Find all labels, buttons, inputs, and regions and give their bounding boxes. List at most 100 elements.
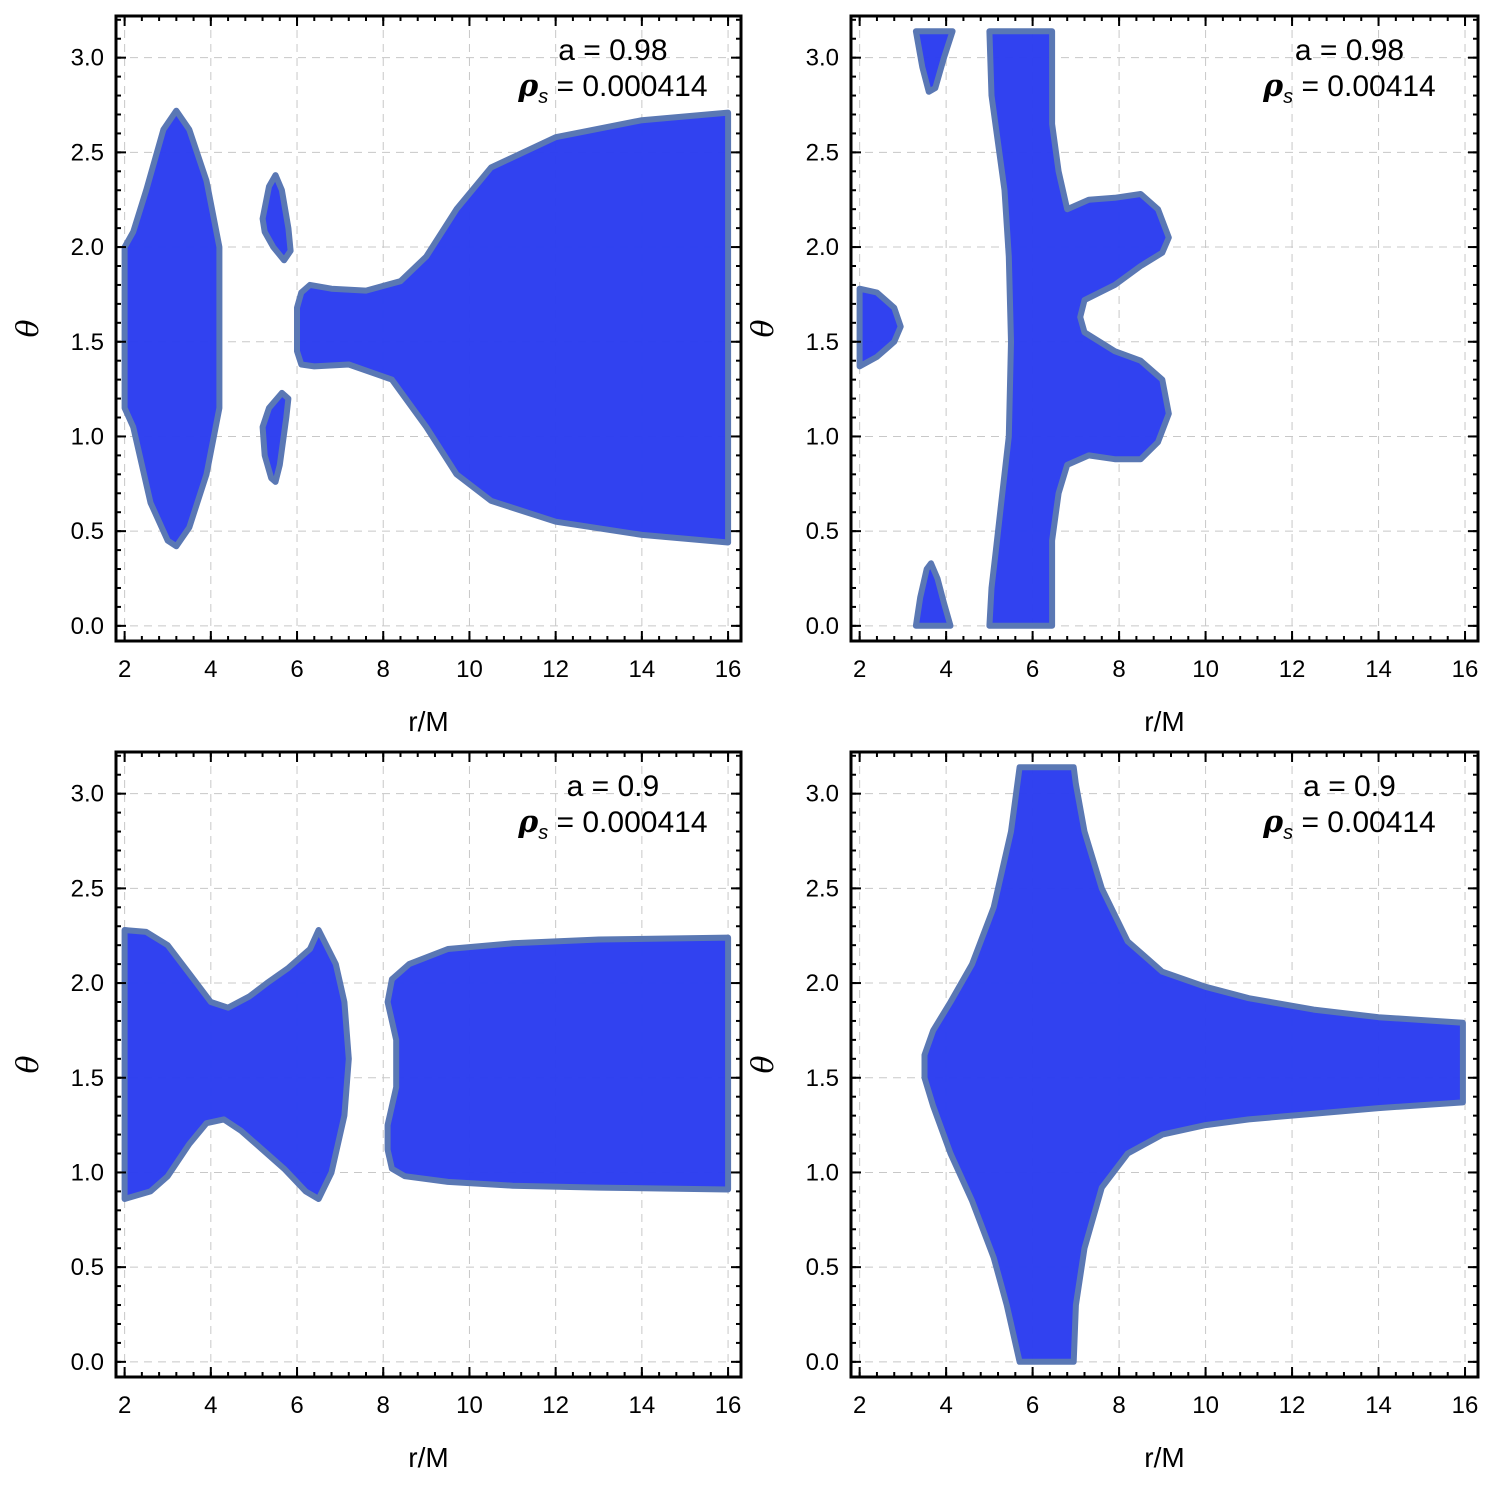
x-tick-label: 4 bbox=[204, 656, 217, 683]
panel-3: 2 4 6 8 10 12 14 16 0.0 0.5 1.0 1.5 2.0 2.5 3.0 r/M θ a =… bbox=[11, 750, 743, 1473]
y-tick-label: 0.0 bbox=[71, 613, 104, 640]
x-tick-label: 10 bbox=[456, 1392, 483, 1419]
y-tick-label: 2.5 bbox=[71, 139, 104, 166]
y-tick-label: 3.0 bbox=[71, 45, 104, 72]
x-axis-label: r/M bbox=[1144, 706, 1184, 737]
annotation-a: a = 0.9 bbox=[567, 770, 660, 803]
x-tick-label: 10 bbox=[1192, 1392, 1219, 1419]
rho-subscript: s bbox=[1283, 86, 1293, 108]
plot-frame bbox=[849, 14, 1480, 643]
y-tick-label: 1.5 bbox=[806, 1065, 839, 1092]
x-tick-label: 8 bbox=[377, 656, 390, 683]
x-tick-label: 16 bbox=[1452, 1392, 1479, 1419]
x-tick-label: 8 bbox=[1112, 1392, 1125, 1419]
x-tick-label: 6 bbox=[1026, 656, 1039, 683]
x-tick-label: 14 bbox=[629, 656, 656, 683]
x-tick-label: 4 bbox=[204, 1392, 217, 1419]
y-tick-label: 1.5 bbox=[71, 1065, 104, 1092]
panel-2: 2 4 6 8 10 12 14 16 0.0 0.5 1.0 1.5 2.0 2.5 3.0 r/M θ a =… bbox=[746, 14, 1480, 737]
y-tick-label: 1.0 bbox=[71, 1159, 104, 1186]
contour-region bbox=[121, 927, 352, 1202]
rho-symbol: ρ bbox=[517, 69, 539, 104]
x-axis-label: r/M bbox=[408, 706, 448, 737]
y-tick-label: 0.5 bbox=[71, 1254, 104, 1281]
contour-region bbox=[921, 764, 1466, 1365]
plot-frame bbox=[849, 750, 1480, 1379]
y-tick-label: 3.0 bbox=[806, 45, 839, 72]
x-tick-label: 2 bbox=[853, 1392, 866, 1419]
y-tick-label: 3.0 bbox=[71, 781, 104, 808]
annotation-rho: ρs = 0.00414 bbox=[1262, 69, 1436, 108]
contour-region bbox=[259, 389, 292, 485]
y-tick-label: 1.0 bbox=[71, 423, 104, 450]
x-tick-label: 12 bbox=[542, 1392, 569, 1419]
y-axis-label: θ bbox=[11, 319, 46, 337]
x-tick-label: 4 bbox=[939, 1392, 952, 1419]
rho-symbol: ρ bbox=[517, 805, 539, 840]
contour-region bbox=[384, 934, 732, 1193]
x-tick-label: 14 bbox=[1365, 656, 1392, 683]
y-tick-label: 0.5 bbox=[71, 518, 104, 545]
x-tick-label: 10 bbox=[456, 656, 483, 683]
x-tick-label: 10 bbox=[1192, 656, 1219, 683]
rho-value: = 0.00414 bbox=[1293, 806, 1436, 839]
y-tick-label: 1.0 bbox=[806, 1159, 839, 1186]
x-tick-label: 8 bbox=[1112, 656, 1125, 683]
y-tick-label: 0.0 bbox=[806, 1349, 839, 1376]
y-axis-label: θ bbox=[746, 319, 781, 337]
rho-subscript: s bbox=[538, 86, 548, 108]
x-tick-label: 14 bbox=[629, 1392, 656, 1419]
y-axis-label: θ bbox=[746, 1055, 781, 1073]
contour-region bbox=[912, 560, 954, 629]
x-tick-label: 16 bbox=[715, 1392, 742, 1419]
x-tick-label: 6 bbox=[1026, 1392, 1039, 1419]
y-tick-label: 2.5 bbox=[806, 139, 839, 166]
rho-value: = 0.000414 bbox=[548, 806, 707, 839]
y-tick-label: 0.5 bbox=[806, 1254, 839, 1281]
annotation-a: a = 0.98 bbox=[558, 34, 667, 67]
x-tick-label: 6 bbox=[290, 1392, 303, 1419]
annotation-a: a = 0.98 bbox=[1295, 34, 1404, 67]
y-tick-label: 1.5 bbox=[71, 329, 104, 356]
contour-region bbox=[986, 28, 1172, 629]
y-tick-label: 2.0 bbox=[806, 970, 839, 997]
y-tick-label: 1.5 bbox=[806, 329, 839, 356]
x-tick-label: 16 bbox=[715, 656, 742, 683]
x-tick-label: 12 bbox=[1279, 656, 1306, 683]
x-tick-label: 2 bbox=[118, 656, 131, 683]
plot-frame bbox=[114, 750, 743, 1379]
annotation-rho: ρs = 0.000414 bbox=[517, 69, 707, 108]
rho-value: = 0.00414 bbox=[1293, 70, 1436, 103]
annotation-a: a = 0.9 bbox=[1303, 770, 1396, 803]
rho-subscript: s bbox=[1283, 822, 1293, 844]
x-axis-label: r/M bbox=[408, 1442, 448, 1473]
y-tick-label: 2.5 bbox=[806, 875, 839, 902]
contour-region bbox=[121, 107, 223, 550]
y-axis-label: θ bbox=[11, 1055, 46, 1073]
annotation-rho: ρs = 0.00414 bbox=[1262, 805, 1436, 844]
x-tick-label: 4 bbox=[939, 656, 952, 683]
panel-1: 2 4 6 8 10 12 14 16 0.0 0.5 1.0 1.5 2.0 2.5 3.0 r/M θ a =… bbox=[11, 14, 743, 737]
rho-symbol: ρ bbox=[1262, 69, 1284, 104]
y-tick-label: 2.0 bbox=[71, 234, 104, 261]
x-tick-label: 14 bbox=[1365, 1392, 1392, 1419]
y-tick-label: 0.0 bbox=[806, 613, 839, 640]
contour-region bbox=[856, 285, 904, 370]
x-tick-label: 8 bbox=[377, 1392, 390, 1419]
x-tick-label: 12 bbox=[542, 656, 569, 683]
y-tick-label: 0.0 bbox=[71, 1349, 104, 1376]
y-tick-label: 0.5 bbox=[806, 518, 839, 545]
y-tick-label: 1.0 bbox=[806, 423, 839, 450]
x-tick-label: 16 bbox=[1452, 656, 1479, 683]
x-tick-label: 2 bbox=[853, 656, 866, 683]
contour-region bbox=[912, 28, 956, 95]
contour-region bbox=[259, 172, 294, 264]
rho-subscript: s bbox=[538, 822, 548, 844]
x-tick-label: 2 bbox=[118, 1392, 131, 1419]
x-tick-label: 12 bbox=[1279, 1392, 1306, 1419]
annotation-rho: ρs = 0.000414 bbox=[517, 805, 707, 844]
plot-frame bbox=[114, 14, 743, 643]
x-tick-label: 6 bbox=[290, 656, 303, 683]
y-tick-label: 2.0 bbox=[806, 234, 839, 261]
